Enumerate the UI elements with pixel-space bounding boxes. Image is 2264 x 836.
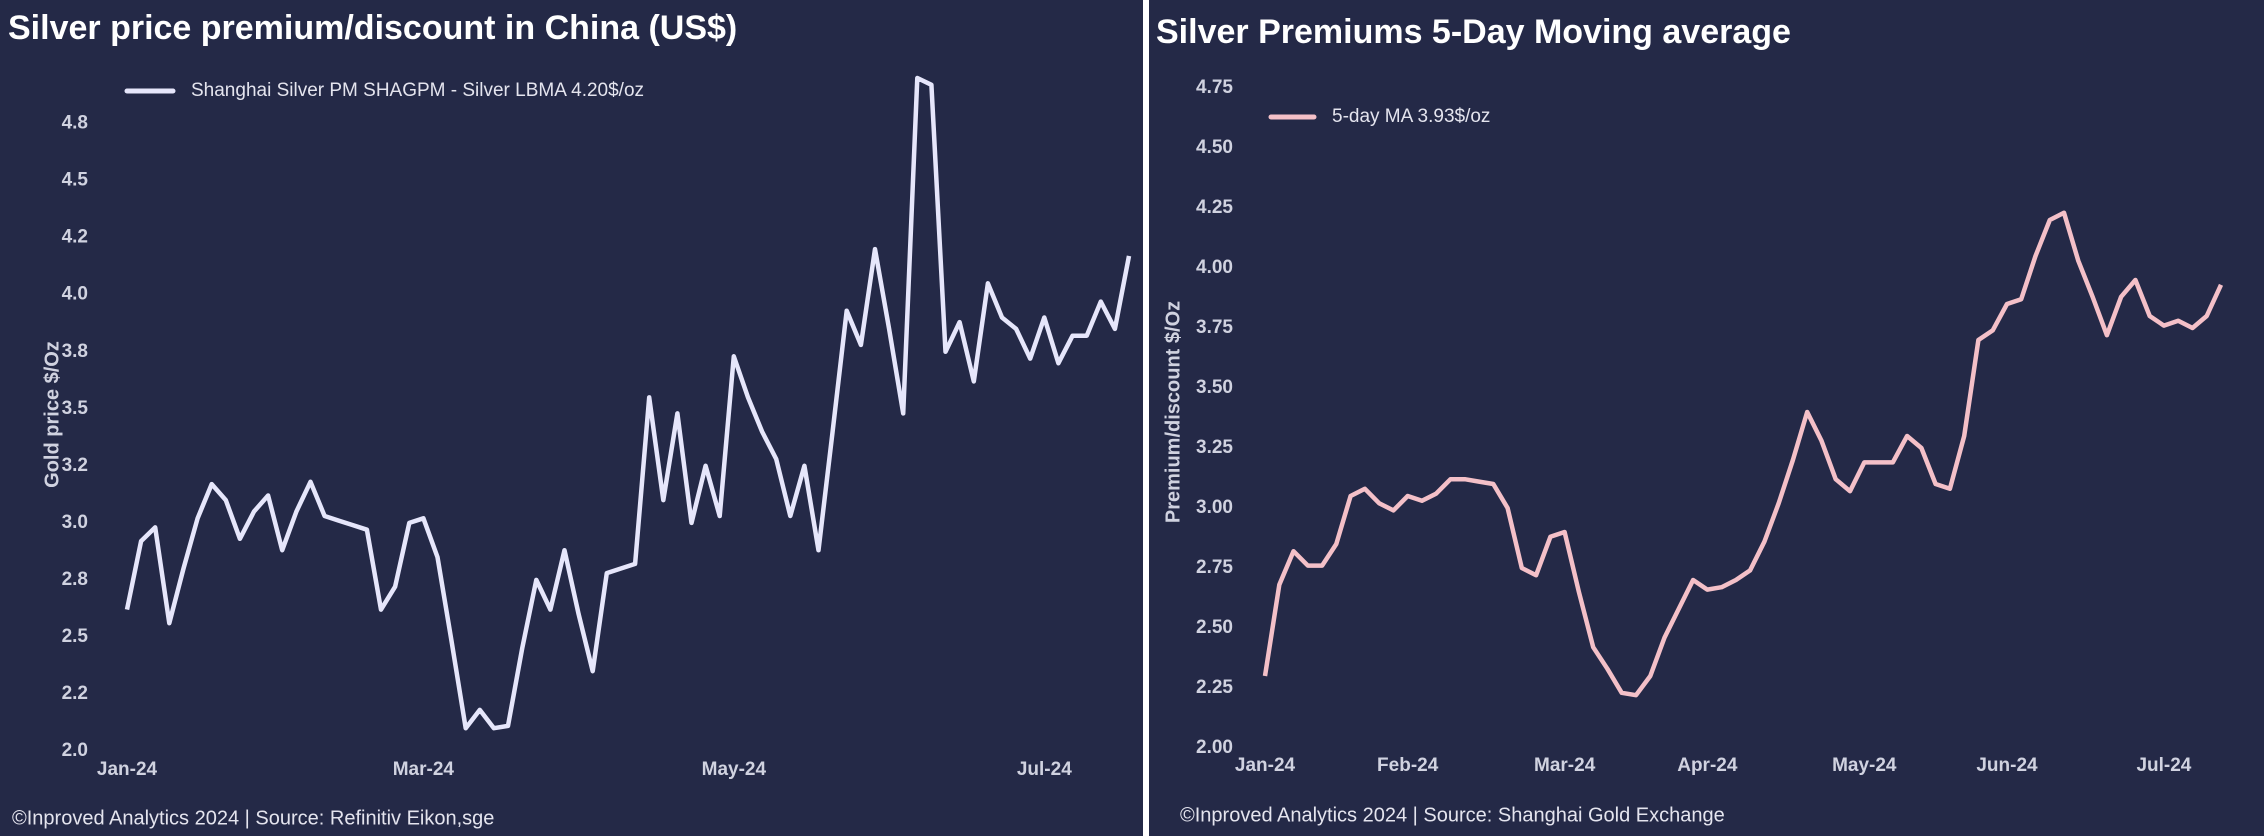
y-tick-label: 4.5: [62, 170, 89, 191]
y-tick-label: 3.25: [1196, 437, 1233, 458]
y-tick-label: 3.8: [62, 341, 88, 362]
chart-title: Silver Premiums 5-Day Moving average: [1156, 13, 1791, 51]
x-tick-label: Jan-24: [1235, 755, 1296, 776]
y-tick-label: 2.5: [62, 626, 89, 647]
y-tick-label: 4.75: [1196, 77, 1233, 98]
footnote: ©Inproved Analytics 2024 | Source: Shang…: [1180, 804, 1725, 826]
data-line: [1262, 210, 2224, 698]
data-line: [124, 75, 1132, 731]
x-tick-label: May-24: [1832, 755, 1897, 776]
y-tick-label: 3.00: [1196, 497, 1233, 518]
y-tick-label: 2.25: [1196, 677, 1233, 698]
y-tick-label: 2.0: [62, 740, 88, 761]
y-tick-label: 2.8: [62, 569, 88, 590]
y-tick-label: 3.0: [62, 512, 88, 533]
x-tick-label: Jul-24: [2136, 755, 2191, 776]
y-tick-label: 2.75: [1196, 557, 1233, 578]
y-tick-label: 3.2: [62, 455, 88, 476]
x-tick-label: Jan-24: [97, 759, 158, 780]
y-tick-label: 4.25: [1196, 197, 1233, 218]
y-tick-label: 3.75: [1196, 317, 1233, 338]
y-tick-label: 4.0: [62, 284, 88, 305]
footnote: ©Inproved Analytics 2024 | Source: Refin…: [12, 807, 494, 829]
y-tick-label: 3.5: [62, 398, 89, 419]
x-tick-label: May-24: [702, 759, 767, 780]
x-tick-label: Jul-24: [1017, 759, 1072, 780]
y-tick-label: 2.00: [1196, 737, 1233, 758]
x-tick-label: Mar-24: [1534, 755, 1596, 776]
x-tick-label: Feb-24: [1377, 755, 1439, 776]
y-tick-label: 3.50: [1196, 377, 1233, 398]
x-tick-label: Jun-24: [1976, 755, 2038, 776]
y-tick-label: 2.2: [62, 683, 88, 704]
y-tick-label: 4.2: [62, 227, 88, 248]
y-tick-label: 2.50: [1196, 617, 1233, 638]
y-tick-label: 4.50: [1196, 137, 1233, 158]
x-tick-label: Mar-24: [393, 759, 455, 780]
legend-label: Shanghai Silver PM SHAGPM - Silver LBMA …: [191, 80, 644, 101]
y-tick-label: 4.8: [62, 113, 88, 134]
y-axis-label: Premium/discount $/Oz: [1162, 301, 1184, 523]
legend-label: 5-day MA 3.93$/oz: [1332, 106, 1490, 127]
right-panel: [1149, 0, 2264, 836]
chart-title: Silver price premium/discount in China (…: [8, 9, 737, 47]
y-axis-label: Gold price $/Oz: [41, 341, 63, 488]
y-tick-label: 4.00: [1196, 257, 1233, 278]
x-tick-label: Apr-24: [1677, 755, 1738, 776]
left-panel: [0, 0, 1143, 836]
